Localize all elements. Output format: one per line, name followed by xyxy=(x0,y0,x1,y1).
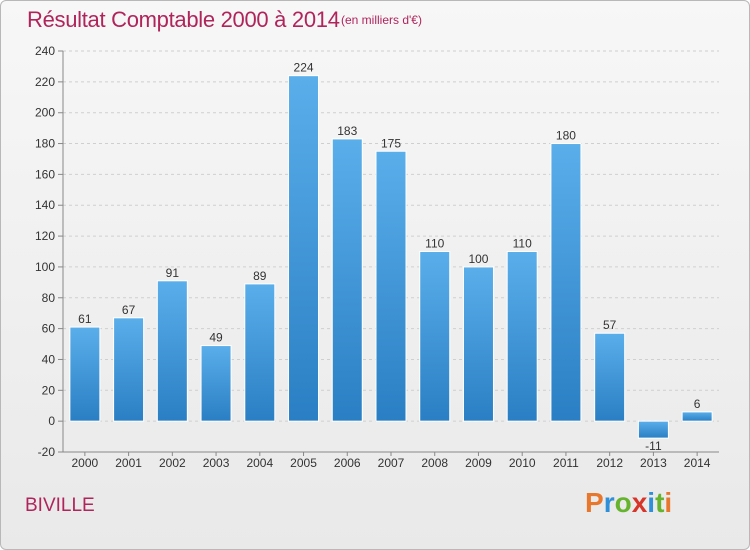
data-label: 57 xyxy=(603,318,617,332)
bar-2004 xyxy=(244,283,276,422)
x-tick-label: 2014 xyxy=(684,456,711,470)
x-tick-label: 2002 xyxy=(159,456,186,470)
data-label: 180 xyxy=(556,129,576,143)
y-tick-label: 100 xyxy=(35,260,55,274)
x-tick-label: 2009 xyxy=(465,456,492,470)
y-tick-label: 200 xyxy=(35,106,55,120)
data-label: 89 xyxy=(253,269,267,283)
bar-2013 xyxy=(637,420,669,439)
data-label: 224 xyxy=(294,61,314,75)
bar-2008 xyxy=(419,251,451,422)
x-tick-label: 2013 xyxy=(640,456,667,470)
data-label: 6 xyxy=(694,397,701,411)
x-tick-label: 2001 xyxy=(115,456,142,470)
y-tick-label: 40 xyxy=(42,352,56,366)
data-label: 110 xyxy=(513,237,532,251)
y-tick-label: 120 xyxy=(35,229,55,243)
x-tick-label: 2004 xyxy=(246,456,273,470)
y-tick-label: 80 xyxy=(42,291,56,305)
data-label: 183 xyxy=(337,124,357,138)
bar-2001 xyxy=(113,317,145,422)
y-tick-label: 160 xyxy=(35,167,55,181)
logo-letter: i xyxy=(647,487,656,518)
proxiti-logo[interactable]: Proxiti xyxy=(585,487,672,519)
bar-2007 xyxy=(375,150,407,422)
data-label: 61 xyxy=(78,312,92,326)
logo-letter: t xyxy=(655,487,665,518)
x-tick-label: 2006 xyxy=(334,456,361,470)
data-label: 110 xyxy=(425,237,444,251)
x-tick-label: 2010 xyxy=(509,456,536,470)
x-tick-label: 2007 xyxy=(378,456,405,470)
data-label: -11 xyxy=(645,439,662,453)
data-label: 91 xyxy=(166,266,180,280)
y-tick-label: 180 xyxy=(35,137,55,151)
y-tick-label: 240 xyxy=(35,44,55,58)
x-tick-label: 2008 xyxy=(421,456,448,470)
bar-2000 xyxy=(69,326,101,422)
bar-2009 xyxy=(462,266,494,422)
bar-2003 xyxy=(200,345,232,422)
bar-2014 xyxy=(681,411,713,422)
data-label: 175 xyxy=(381,136,401,150)
y-tick-label: 60 xyxy=(42,322,56,336)
logo-letter: r xyxy=(603,487,615,518)
logo-letter: i xyxy=(664,487,673,518)
y-tick-label: 0 xyxy=(48,414,55,428)
logo-letter: P xyxy=(585,487,604,518)
x-tick-label: 2012 xyxy=(596,456,623,470)
y-tick-label: 140 xyxy=(35,198,55,212)
y-tick-label: 20 xyxy=(42,383,56,397)
data-label: 67 xyxy=(122,303,136,317)
bar-2011 xyxy=(550,143,582,422)
x-tick-label: 2005 xyxy=(290,456,317,470)
y-tick-label: 220 xyxy=(35,75,55,89)
bar-2012 xyxy=(594,332,626,422)
x-tick-label: 2011 xyxy=(553,456,579,470)
x-tick-label: 2003 xyxy=(203,456,230,470)
y-tick-label: -20 xyxy=(38,445,56,459)
data-label: 100 xyxy=(468,252,488,266)
chart-subtitle: (en milliers d'€) xyxy=(341,13,422,27)
chart-title: Résultat Comptable 2000 à 2014 xyxy=(27,7,340,32)
logo-letter: o xyxy=(614,487,632,518)
bar-2010 xyxy=(506,251,538,422)
bar-2005 xyxy=(288,75,320,422)
x-tick-label: 2000 xyxy=(72,456,99,470)
bar-2002 xyxy=(156,280,188,422)
data-label: 49 xyxy=(209,331,223,345)
logo-letter: x xyxy=(631,487,648,518)
bar-2006 xyxy=(331,138,363,422)
commune-name: BIVILLE xyxy=(25,495,95,516)
